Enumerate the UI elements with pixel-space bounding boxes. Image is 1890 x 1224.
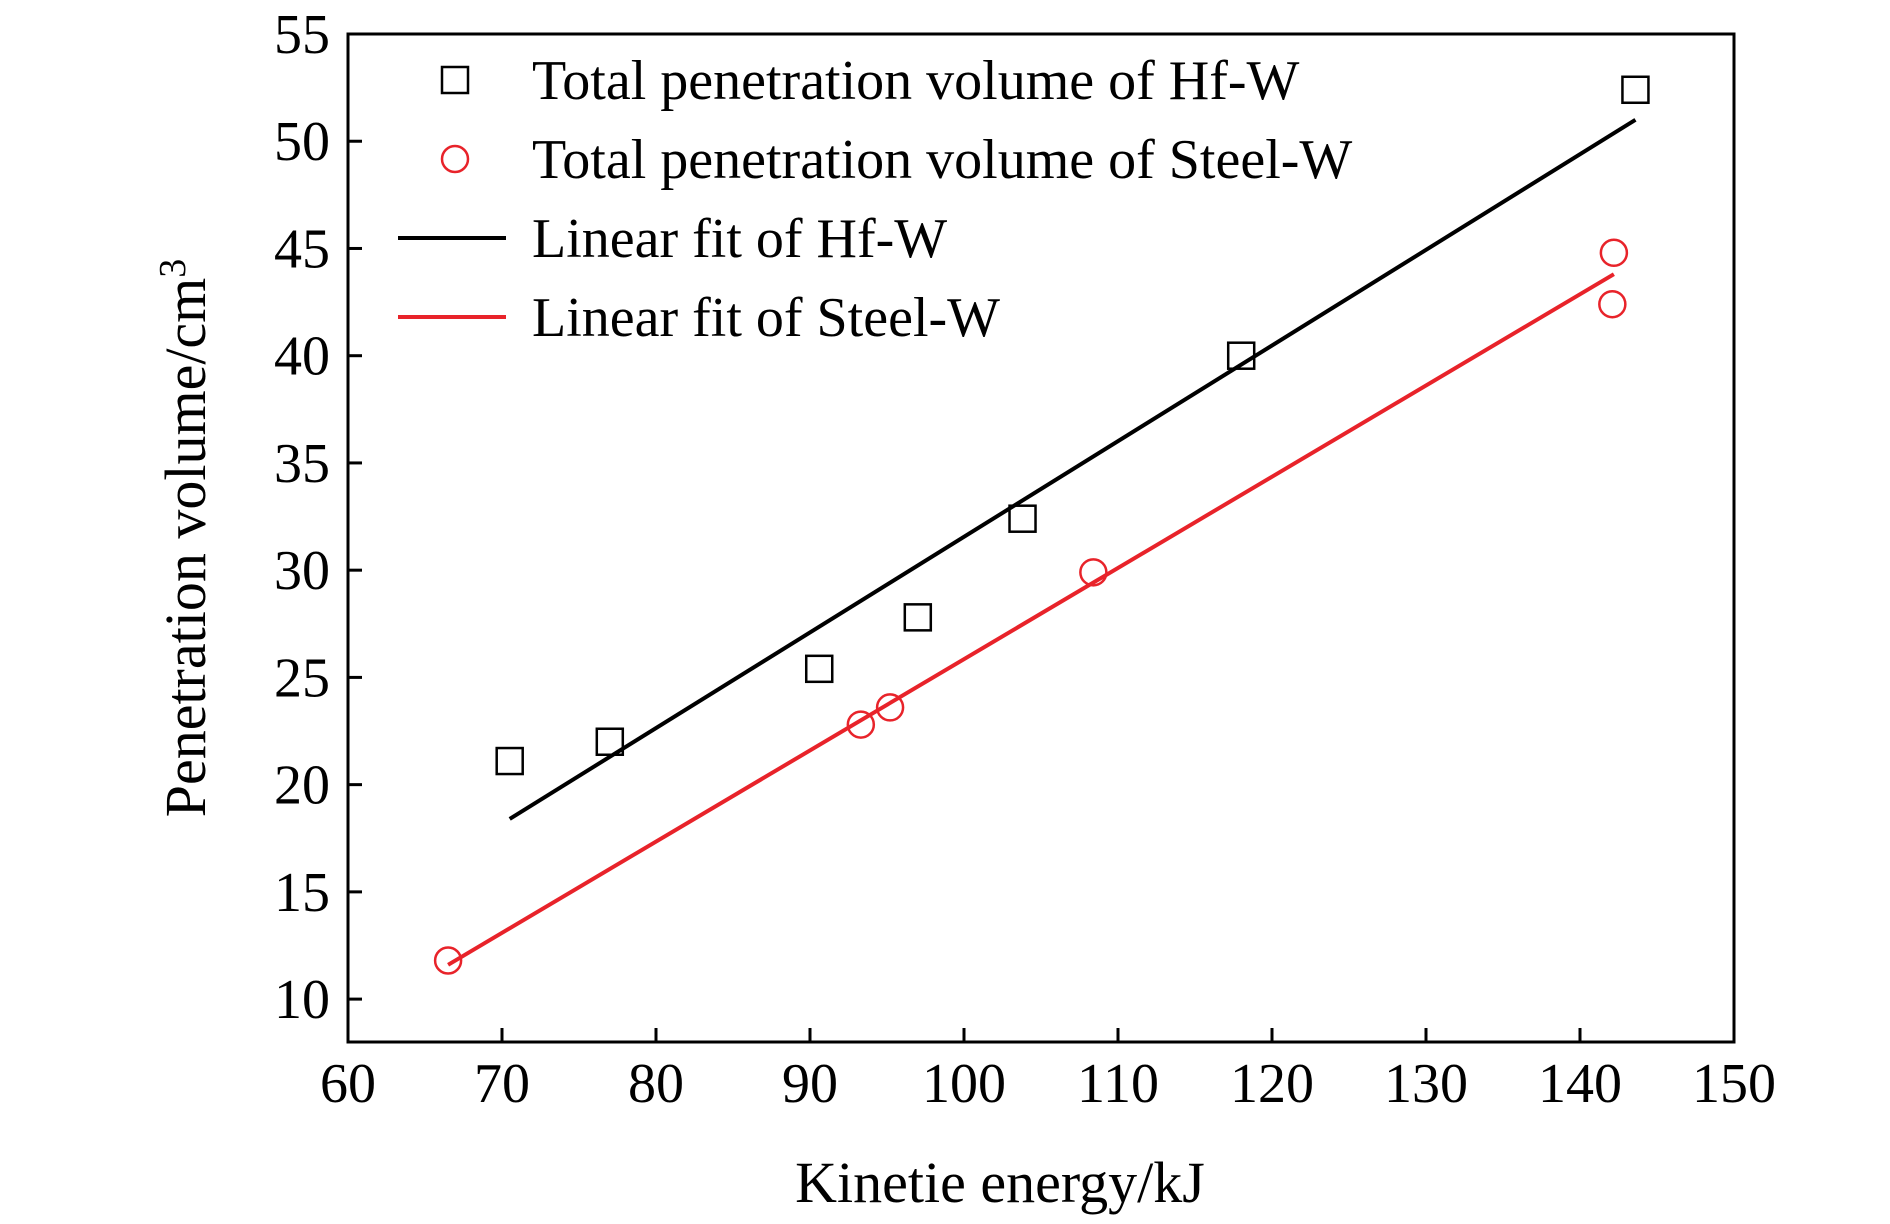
y-tick-label: 30: [274, 540, 330, 602]
data-point-circle: [875, 693, 905, 722]
data-point-square: [595, 727, 625, 756]
y-tick-label: 20: [274, 755, 330, 817]
x-tick-label: 150: [1692, 1053, 1776, 1115]
legend-label: Linear fit of Steel-W: [532, 287, 1000, 349]
fit-line: [508, 118, 1637, 821]
y-tick-label: 45: [274, 218, 330, 280]
legend-square-swatch: [440, 65, 470, 95]
data-point-square: [804, 654, 834, 684]
plot-frame: [346, 32, 1736, 1044]
y-tick-label: 25: [274, 647, 330, 709]
y-tick-label: 40: [274, 326, 330, 388]
y-axis-label: Penetration volume/cm3: [152, 259, 218, 818]
fit-line: [447, 272, 1615, 967]
x-tick-label: 130: [1384, 1053, 1468, 1115]
y-tick-label: 15: [274, 862, 330, 924]
y-tick-label: 35: [274, 433, 330, 495]
x-tick-label: 120: [1230, 1053, 1314, 1115]
x-tick-label: 100: [922, 1053, 1006, 1115]
x-axis-label: Kinetie energy/kJ: [795, 1150, 1205, 1215]
data-point-square: [495, 746, 524, 776]
x-tick-label: 60: [320, 1053, 376, 1115]
data-point-circle: [846, 710, 876, 739]
data-point-square: [1621, 75, 1650, 105]
y-tick-label: 50: [274, 111, 330, 173]
data-point-square: [1226, 341, 1256, 370]
legend-circle-swatch: [440, 144, 470, 174]
y-axis-label-superscript: 3: [152, 259, 194, 278]
data-point-circle: [1079, 558, 1108, 587]
x-tick-label: 110: [1077, 1053, 1159, 1115]
data-point-square: [1008, 504, 1037, 533]
x-axis: 60 70 80 90 100 110 120 130 140 150: [320, 1028, 1776, 1115]
y-axis-label-text: Penetration volume/cm: [153, 278, 218, 818]
x-tick-label: 80: [628, 1053, 684, 1115]
legend-label: Total penetration volume of Hf-W: [532, 50, 1300, 112]
legend: Total penetration volume of Hf-W Total pe…: [398, 50, 1352, 349]
legend-label: Linear fit of Hf-W: [532, 208, 947, 270]
data-point-square: [903, 603, 933, 632]
x-tick-label: 140: [1538, 1053, 1622, 1115]
data-point-circle: [1598, 289, 1627, 319]
y-tick-label: 10: [274, 969, 330, 1031]
data-point-circle: [433, 946, 463, 975]
y-axis: 10 15 20 25 30 35 40 45 50 55: [274, 4, 362, 1031]
y-tick-label: 55: [274, 4, 330, 66]
x-tick-label: 70: [474, 1053, 530, 1115]
series-layer: [433, 75, 1650, 975]
data-point-circle: [1599, 238, 1629, 268]
legend-label: Total penetration volume of Steel-W: [532, 129, 1352, 191]
x-tick-label: 90: [782, 1053, 838, 1115]
